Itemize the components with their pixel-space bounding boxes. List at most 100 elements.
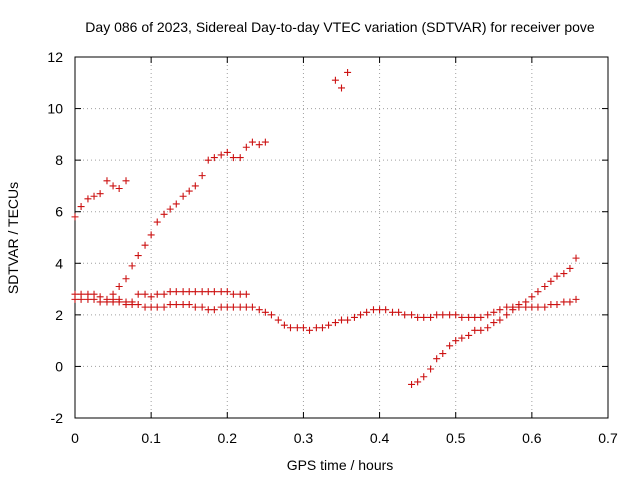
y-axis-label: SDTVAR / TECUs: [5, 182, 21, 294]
data-point: [166, 288, 174, 296]
data-point: [255, 306, 263, 314]
data-point: [141, 241, 149, 249]
data-point: [147, 303, 155, 311]
data-point: [191, 288, 199, 296]
data-point: [484, 324, 492, 332]
data-point: [414, 378, 422, 386]
data-point: [541, 303, 549, 311]
data-point: [242, 290, 250, 298]
data-point: [223, 288, 231, 296]
data-point: [553, 272, 561, 280]
data-point: [420, 313, 428, 321]
data-point: [153, 218, 161, 226]
data-point: [293, 324, 301, 332]
data-point: [306, 326, 314, 334]
data-point: [248, 303, 256, 311]
data-point: [122, 301, 130, 309]
data-point: [71, 213, 79, 221]
data-point: [566, 298, 574, 306]
data-point: [179, 192, 187, 200]
data-point: [490, 319, 498, 327]
data-point: [172, 200, 180, 208]
data-point: [401, 311, 409, 319]
series-cluster-outliers: [331, 68, 352, 92]
chart-title: Day 086 of 2023, Sidereal Day-to-day VTE…: [85, 19, 595, 35]
data-point: [122, 275, 130, 283]
grid: [75, 57, 608, 418]
y-tick-label: -2: [51, 410, 64, 426]
data-point: [109, 298, 117, 306]
data-point: [471, 313, 479, 321]
data-point: [141, 303, 149, 311]
y-tick-label: 12: [47, 49, 63, 65]
data-point: [427, 365, 435, 373]
data-point: [217, 303, 225, 311]
data-point: [280, 321, 288, 329]
data-point: [153, 290, 161, 298]
data-point: [96, 298, 104, 306]
data-point: [160, 210, 168, 218]
data-point: [204, 156, 212, 164]
data-point: [147, 293, 155, 301]
data-point: [217, 288, 225, 296]
series-track-rising: [109, 138, 269, 298]
data-point: [515, 301, 523, 309]
data-point: [344, 316, 352, 324]
data-point: [210, 288, 218, 296]
axis-ticks: 0 0.1 0.2 0.3 0.4 0.5 0.6 0.7 -2 0 2 4 6 8 10 12: [47, 49, 618, 446]
data-point: [547, 277, 555, 285]
data-point: [236, 290, 244, 298]
data-point: [185, 301, 193, 309]
data-point: [427, 313, 435, 321]
data-point: [134, 301, 142, 309]
data-point: [236, 154, 244, 162]
data-point: [452, 311, 460, 319]
y-tick-label: 10: [47, 101, 63, 117]
data-point: [217, 151, 225, 159]
data-point: [122, 177, 130, 185]
data-point: [115, 298, 123, 306]
y-tick-label: 6: [55, 204, 63, 220]
data-point: [141, 290, 149, 298]
y-tick-label: 4: [55, 255, 63, 271]
data-point: [153, 303, 161, 311]
data-point: [299, 324, 307, 332]
y-tick-label: 8: [55, 152, 63, 168]
x-axis-label: GPS time / hours: [287, 457, 394, 473]
data-point: [560, 298, 568, 306]
data-point: [446, 342, 454, 350]
data-point: [369, 306, 377, 314]
data-point: [433, 355, 441, 363]
data-point: [496, 306, 504, 314]
data-point: [248, 138, 256, 146]
data-point: [77, 295, 85, 303]
data-point: [331, 319, 339, 327]
data-point: [395, 308, 403, 316]
data-point: [439, 311, 447, 319]
data-point: [166, 301, 174, 309]
y-tick-label: 0: [55, 358, 63, 374]
data-point: [84, 195, 92, 203]
data-point: [325, 321, 333, 329]
data-point: [261, 308, 269, 316]
data-point: [465, 331, 473, 339]
data-point: [160, 303, 168, 311]
y-tick-label: 2: [55, 307, 63, 323]
data-point: [223, 303, 231, 311]
data-point: [255, 141, 263, 149]
data-point: [331, 76, 339, 84]
data-point: [503, 303, 511, 311]
data-point: [160, 290, 168, 298]
x-tick-label: 0.2: [218, 430, 238, 446]
data-point: [210, 154, 218, 162]
plot-frame: [74, 56, 609, 419]
data-point: [147, 231, 155, 239]
series-track-flat-upper: [71, 288, 250, 306]
data-point: [312, 324, 320, 332]
data-point: [242, 143, 250, 151]
data-point: [267, 311, 275, 319]
data-points: [71, 68, 580, 388]
data-point: [572, 254, 580, 262]
data-point: [128, 262, 136, 270]
